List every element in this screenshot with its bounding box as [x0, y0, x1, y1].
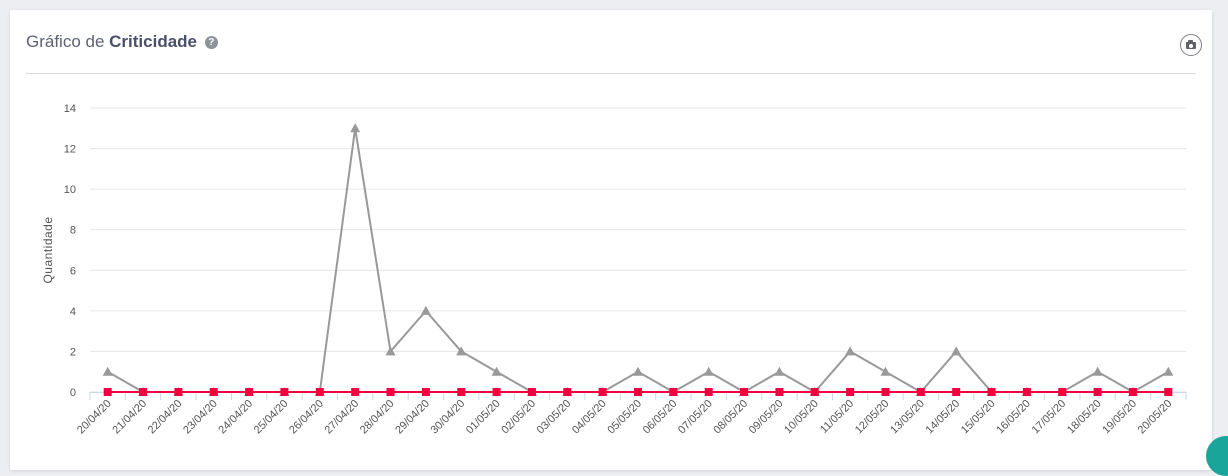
triangle-marker — [1092, 366, 1103, 376]
triangle-marker — [774, 366, 785, 376]
title-prefix: Gráfico de — [26, 32, 110, 51]
square-marker — [881, 388, 890, 396]
x-tick-label: 30/04/20 — [429, 398, 468, 437]
square-marker — [634, 388, 642, 396]
x-tick-label: 28/04/20 — [358, 398, 397, 437]
square-marker — [421, 388, 430, 396]
square-marker — [846, 388, 855, 396]
x-tick-label: 10/05/20 — [782, 398, 821, 437]
x-tick-label: 19/05/20 — [1100, 398, 1139, 437]
triangle-marker — [420, 305, 431, 315]
square-marker — [386, 388, 395, 396]
y-tick-label: 10 — [64, 184, 76, 196]
square-marker — [174, 388, 183, 396]
x-tick-label: 02/05/20 — [499, 398, 538, 437]
triangle-marker — [703, 366, 714, 376]
camera-icon[interactable] — [1180, 34, 1202, 56]
y-tick-label: 0 — [70, 387, 76, 399]
triangle-marker — [951, 346, 962, 356]
square-marker — [810, 388, 819, 396]
square-marker — [139, 388, 148, 396]
square-marker — [598, 388, 607, 396]
y-tick-label: 14 — [64, 103, 76, 115]
card-header: Gráfico de Criticidade ? — [26, 10, 1202, 74]
x-tick-label: 27/04/20 — [323, 398, 362, 437]
triangle-marker — [633, 366, 643, 376]
square-marker — [563, 388, 572, 396]
x-tick-label: 24/04/20 — [216, 398, 255, 437]
x-tick-label: 25/04/20 — [252, 398, 291, 437]
x-tick-label: 07/05/20 — [676, 398, 715, 437]
square-marker — [1093, 388, 1102, 396]
x-tick-label: 17/05/20 — [1030, 398, 1069, 437]
triangle-marker — [385, 346, 396, 356]
y-tick-label: 2 — [70, 346, 76, 358]
square-marker — [1022, 388, 1031, 396]
square-marker — [527, 388, 536, 396]
series-line-0 — [107, 127, 1169, 393]
square-marker — [492, 388, 501, 396]
square-marker — [704, 388, 713, 396]
triangle-marker — [102, 366, 113, 376]
square-marker — [245, 388, 254, 396]
square-marker — [952, 388, 961, 396]
y-tick-label: 4 — [70, 306, 76, 318]
x-tick-label: 23/04/20 — [181, 398, 220, 437]
x-tick-label: 13/05/20 — [888, 398, 927, 437]
x-tick-label: 15/05/20 — [959, 398, 998, 437]
y-tick-label: 6 — [70, 265, 76, 277]
square-marker — [209, 388, 218, 396]
x-tick-label: 08/05/20 — [711, 398, 750, 437]
x-tick-label: 20/05/20 — [1136, 398, 1175, 437]
square-marker — [1164, 388, 1173, 396]
square-marker — [987, 388, 996, 396]
triangle-marker — [456, 346, 467, 356]
triangle-marker — [880, 366, 891, 376]
x-tick-label: 20/04/20 — [75, 398, 114, 437]
square-marker — [669, 388, 678, 396]
x-tick-label: 09/05/20 — [747, 398, 786, 437]
x-tick-label: 22/04/20 — [146, 398, 185, 437]
x-tick-label: 12/05/20 — [853, 398, 892, 437]
title-bold: Criticidade — [109, 32, 198, 51]
y-axis-title: Quantidade — [41, 216, 55, 283]
square-marker — [351, 388, 360, 396]
line-chart: 0 2 4 6 8 10 12 14 20/04/2021/04/2022/04/2023/04… — [41, 103, 1187, 437]
question-circle-icon[interactable]: ? — [204, 36, 218, 49]
chart-title: Gráfico de Criticidade ? — [26, 32, 218, 52]
x-tick-label: 06/05/20 — [641, 398, 680, 437]
triangle-marker — [350, 123, 361, 133]
x-tick-label: 29/04/20 — [393, 398, 432, 437]
x-tick-label: 16/05/20 — [994, 398, 1033, 437]
x-tick-label: 03/05/20 — [535, 398, 574, 437]
y-tick-label: 8 — [70, 225, 76, 237]
triangle-marker — [845, 346, 856, 356]
x-tick-label: 21/04/20 — [110, 398, 149, 437]
x-tick-label: 04/05/20 — [570, 398, 609, 437]
square-marker — [315, 388, 324, 396]
square-marker — [280, 388, 289, 396]
square-marker — [1058, 388, 1067, 396]
x-tick-label: 18/05/20 — [1065, 398, 1104, 437]
square-marker — [1128, 388, 1137, 396]
triangle-marker — [491, 366, 502, 376]
square-marker — [740, 388, 749, 396]
x-tick-label: 11/05/20 — [818, 398, 856, 436]
y-tick-label: 12 — [64, 144, 76, 156]
square-marker — [916, 388, 925, 396]
x-tick-label: 01/05/20 — [464, 398, 503, 437]
square-marker — [457, 388, 466, 396]
square-marker — [775, 388, 784, 396]
square-marker — [103, 388, 112, 396]
x-tick-label: 14/05/20 — [924, 398, 963, 437]
x-tick-label: 05/05/20 — [605, 398, 644, 437]
triangle-marker — [1163, 366, 1174, 376]
x-tick-label: 26/04/20 — [287, 398, 326, 437]
